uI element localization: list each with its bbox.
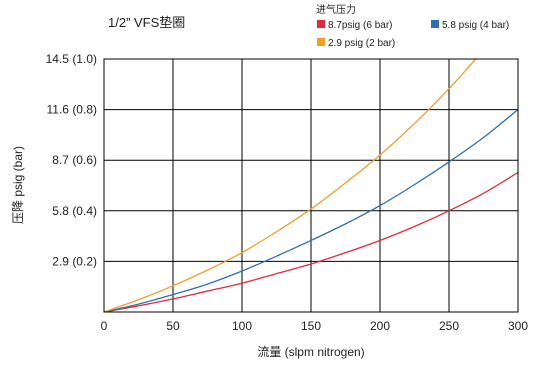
y-tick-label: 11.6 (0.8) — [47, 103, 97, 117]
x-axis-label: 流量 (slpm nitrogen) — [257, 345, 364, 359]
chart-title: 1/2” VFS垫圈 — [108, 15, 185, 30]
x-tick-label: 50 — [166, 319, 180, 333]
plot-frame — [103, 58, 519, 313]
grid — [104, 59, 518, 312]
y-axis-ticks: 2.9 (0.2) 5.8 (0.4) 8.7 (0.6) 11.6 (0.8) 14.… — [46, 52, 97, 268]
y-tick-label: 5.8 (0.4) — [52, 204, 97, 218]
legend: 8.7psig (6 bar) 5.8 psig (4 bar) 2.9 psi… — [317, 20, 509, 49]
x-tick-label: 0 — [101, 319, 108, 333]
series-group — [104, 59, 518, 312]
y-tick-label: 8.7 (0.6) — [52, 153, 97, 167]
legend-title: 进气压力 — [316, 3, 356, 16]
series-line-0 — [104, 171, 518, 312]
legend-swatch-2-9psig — [317, 38, 325, 46]
legend-swatch-8-7psig — [317, 20, 325, 28]
series-line-2 — [104, 59, 477, 312]
x-tick-label: 300 — [508, 319, 528, 333]
legend-entry-8-7psig: 8.7psig (6 bar) — [328, 20, 392, 31]
x-tick-label: 150 — [301, 319, 321, 333]
legend-entry-2-9psig: 2.9 psig (2 bar) — [328, 38, 395, 49]
x-tick-label: 100 — [232, 319, 252, 333]
legend-swatch-5-8psig — [431, 20, 439, 28]
x-axis-ticks: 0 50 100 150 200 250 300 — [101, 319, 529, 333]
series-line-1 — [104, 109, 518, 312]
y-tick-label: 2.9 (0.2) — [52, 254, 97, 268]
legend-entry-5-8psig: 5.8 psig (4 bar) — [442, 20, 509, 31]
x-tick-label: 200 — [370, 319, 390, 333]
x-tick-label: 250 — [439, 319, 459, 333]
y-axis-label: 压降 psig (bar) — [11, 146, 25, 224]
y-tick-label: 14.5 (1.0) — [46, 52, 97, 66]
